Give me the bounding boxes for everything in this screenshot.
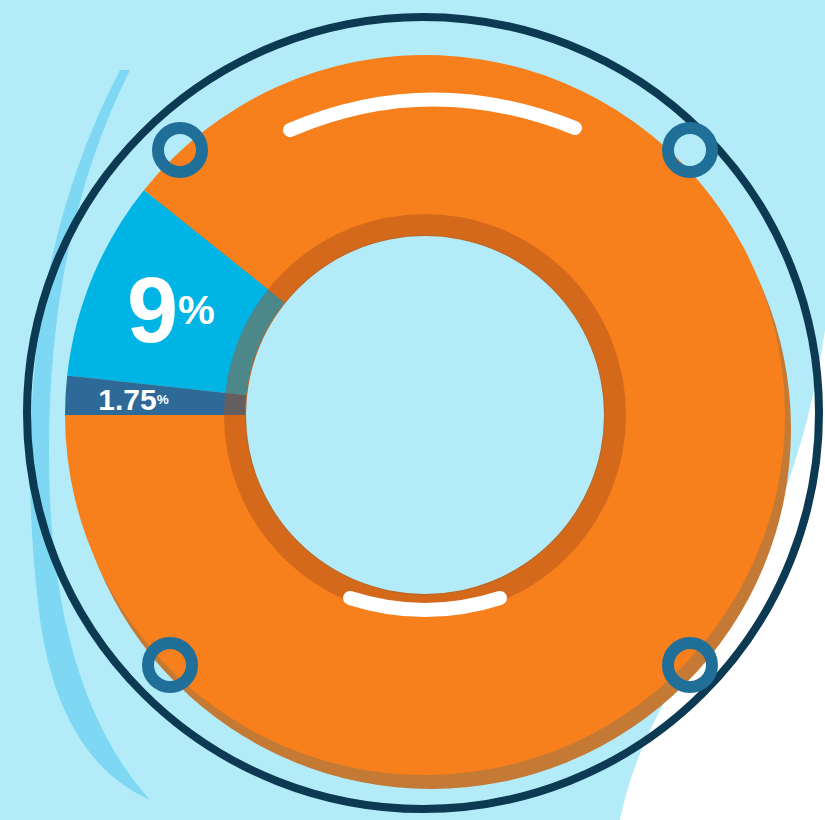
- svg-text:9%: 9%: [127, 259, 215, 361]
- svg-text:1.75%: 1.75%: [98, 382, 168, 415]
